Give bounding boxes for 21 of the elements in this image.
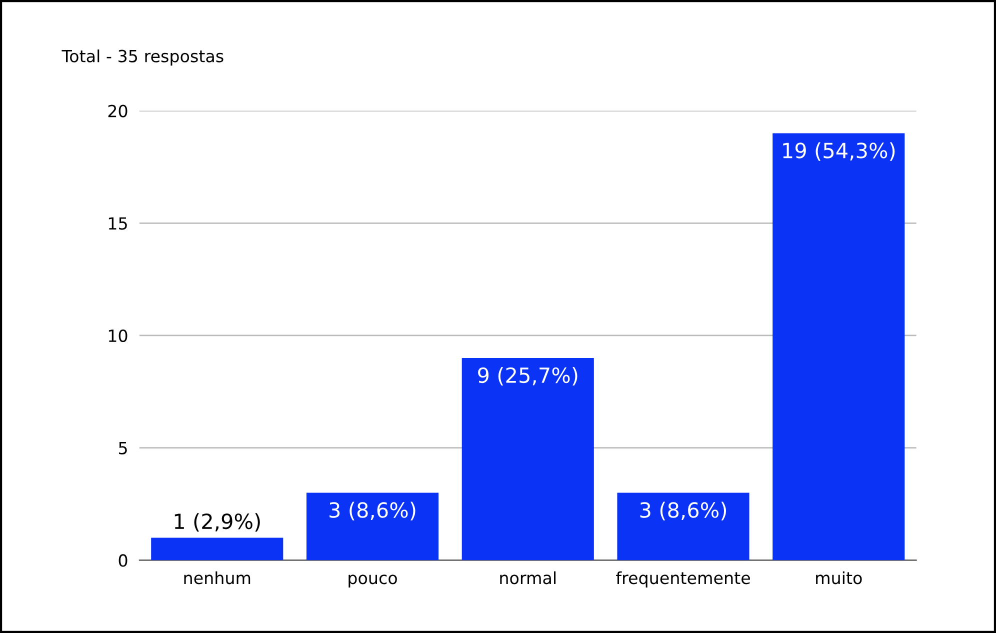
x-tick-label: muito [816,571,862,584]
data-label: 19 (54,3%) [783,142,895,161]
data-label: 3 (8,6%) [640,502,726,520]
bar [306,492,439,560]
bar [151,538,284,560]
data-label: 1 (2,9%) [174,513,260,532]
x-tick-label: nenhum [184,571,250,584]
data-label: 9 (25,7%) [478,366,578,386]
y-tick-label: 20 [108,104,128,118]
chart-title: Total - 35 respostas [62,50,224,66]
y-tick-label: 10 [108,329,128,342]
y-tick-label: 5 [119,442,127,454]
data-label: 3 (8,6%) [330,502,416,520]
x-tick-label: pouco [348,574,397,588]
x-tick-label: frequentemente [616,571,750,588]
y-tick-label: 15 [108,217,127,230]
x-tick-label: normal [500,571,556,584]
y-tick-label: 0 [118,554,128,567]
bar [617,492,750,560]
bar [772,133,905,560]
bar [462,358,594,560]
